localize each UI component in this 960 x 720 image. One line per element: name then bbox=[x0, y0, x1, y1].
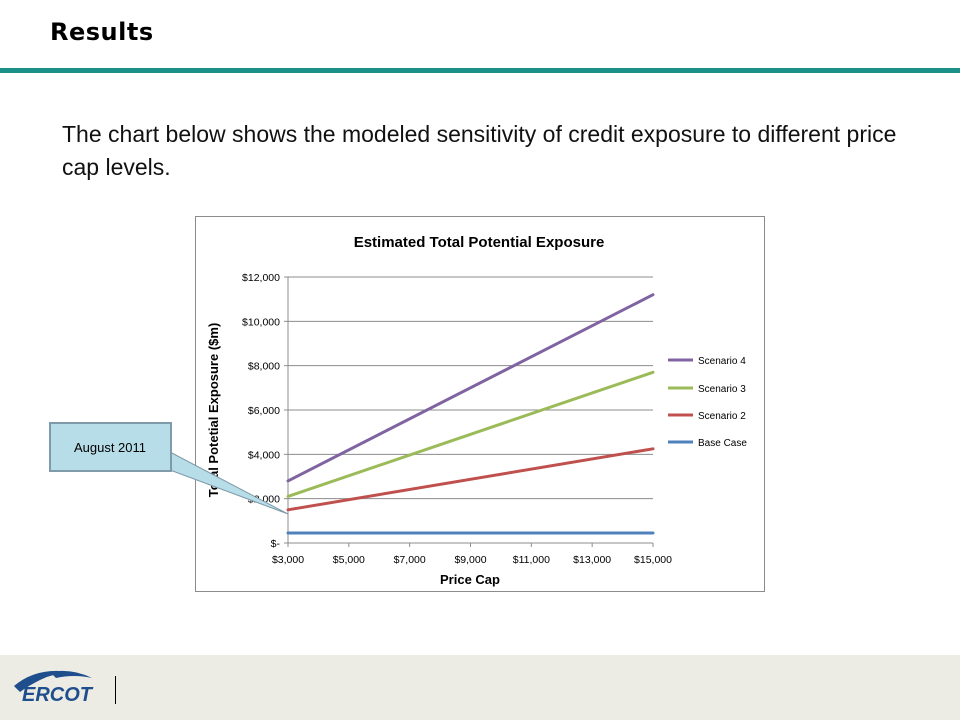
legend-label: Scenario 3 bbox=[698, 384, 746, 395]
ercot-logo: ERCOT bbox=[14, 670, 94, 706]
legend-label: Scenario 4 bbox=[698, 356, 746, 367]
line-chart: Estimated Total Potential Exposure $- $2,0… bbox=[206, 234, 747, 587]
logo-swoosh-accent bbox=[50, 670, 92, 678]
y-tick-label: $8,000 bbox=[248, 361, 280, 373]
slide-title: Results bbox=[50, 18, 154, 46]
y-tick-label: $12,000 bbox=[242, 272, 280, 284]
logo-swoosh bbox=[14, 670, 80, 692]
callout-label: August 2011 bbox=[74, 440, 146, 455]
x-tick-label: $7,000 bbox=[394, 554, 426, 566]
x-tick-label: $5,000 bbox=[333, 554, 365, 566]
x-tick-label: $3,000 bbox=[272, 554, 304, 566]
legend-label: Base Case bbox=[698, 438, 747, 449]
x-tick-label: $13,000 bbox=[573, 554, 611, 566]
y-axis-label: Total Potetial Exposure ($m) bbox=[206, 323, 221, 498]
y-tick-label: $4,000 bbox=[248, 449, 280, 461]
y-tick-label: $- bbox=[271, 538, 281, 550]
title-rule bbox=[0, 68, 960, 73]
x-tick-label: $15,000 bbox=[634, 554, 672, 566]
chart-title: Estimated Total Potential Exposure bbox=[354, 234, 605, 251]
footer-bar bbox=[0, 655, 960, 720]
x-tick-label: $9,000 bbox=[454, 554, 486, 566]
legend-label: Scenario 2 bbox=[698, 411, 746, 422]
x-tick-label: $11,000 bbox=[513, 554, 550, 566]
x-axis-label: Price Cap bbox=[440, 572, 500, 587]
series-line-scenario-4 bbox=[286, 293, 655, 483]
y-tick-label: $2,000 bbox=[248, 494, 280, 506]
body-text: The chart below shows the modeled sensit… bbox=[62, 121, 897, 180]
y-tick-label: $6,000 bbox=[248, 405, 280, 417]
logo-text: ERCOT bbox=[22, 684, 94, 706]
series-line-scenario-2 bbox=[286, 447, 655, 512]
callout-box bbox=[49, 422, 172, 472]
chart-area: Estimated Total Potential Exposure $- $2,0… bbox=[195, 216, 765, 592]
logo-divider bbox=[115, 676, 116, 704]
y-tick-label: $10,000 bbox=[242, 316, 280, 328]
series-line-scenario-3 bbox=[286, 370, 655, 498]
